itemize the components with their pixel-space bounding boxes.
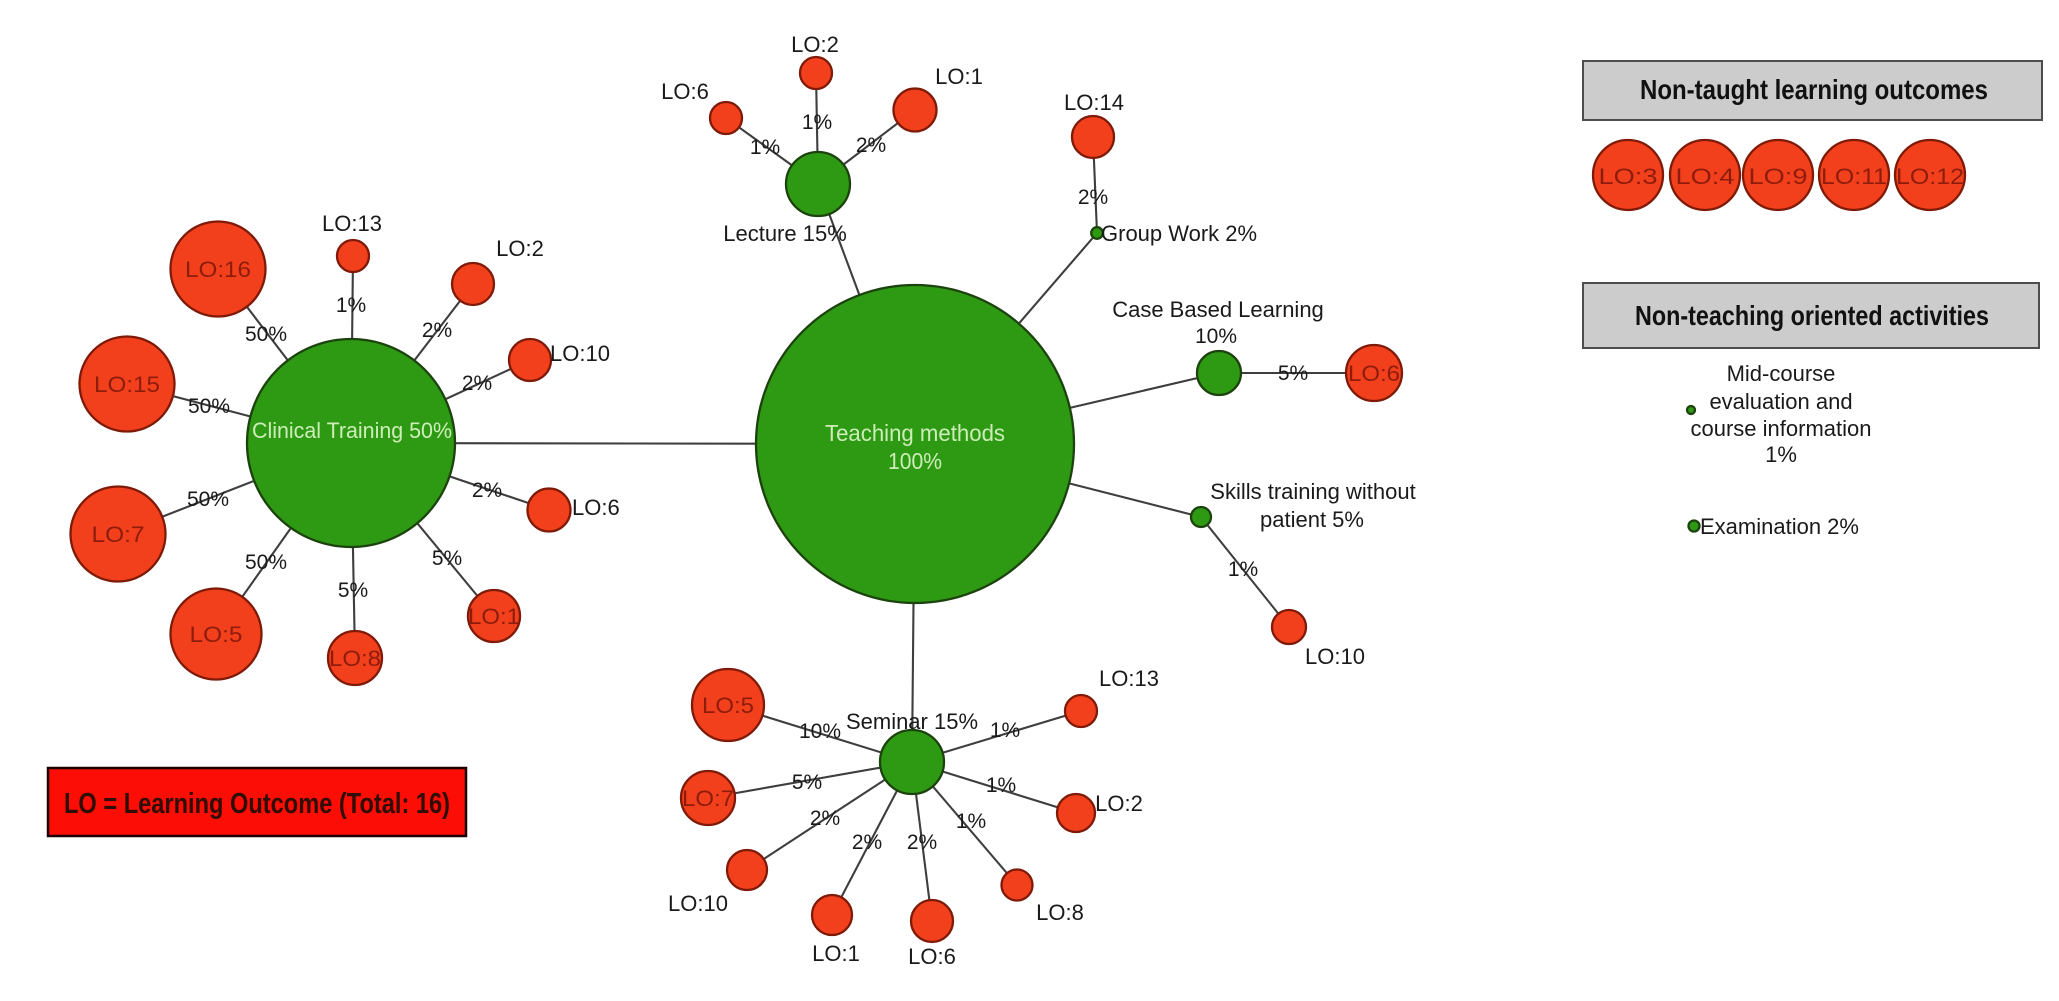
svg-text:LO:2: LO:2 xyxy=(1095,791,1143,816)
svg-text:LO:1: LO:1 xyxy=(812,941,860,966)
svg-text:1%: 1% xyxy=(336,294,366,317)
svg-text:LO:14: LO:14 xyxy=(1064,90,1124,115)
svg-text:LO:16: LO:16 xyxy=(185,257,251,282)
svg-text:2%: 2% xyxy=(810,807,840,830)
svg-text:LO:3: LO:3 xyxy=(1599,164,1658,189)
svg-text:2%: 2% xyxy=(1078,186,1108,209)
svg-text:LO:5: LO:5 xyxy=(190,622,243,647)
svg-text:2%: 2% xyxy=(422,319,452,342)
svg-text:50%: 50% xyxy=(187,488,229,511)
svg-text:10%: 10% xyxy=(1195,325,1237,348)
svg-text:Case Based Learning: Case Based Learning xyxy=(1112,297,1324,322)
svg-text:LO:7: LO:7 xyxy=(92,522,145,547)
svg-text:LO:10: LO:10 xyxy=(1305,644,1365,669)
svg-text:course information: course information xyxy=(1691,416,1872,441)
svg-text:patient 5%: patient 5% xyxy=(1260,507,1364,532)
svg-text:LO:8: LO:8 xyxy=(329,646,381,671)
svg-text:LO:2: LO:2 xyxy=(496,236,544,261)
svg-text:Skills training without: Skills training without xyxy=(1210,479,1415,504)
svg-text:Seminar 15%: Seminar 15% xyxy=(846,709,978,734)
svg-text:LO:10: LO:10 xyxy=(550,341,610,366)
svg-text:LO:4: LO:4 xyxy=(1676,164,1735,189)
svg-text:2%: 2% xyxy=(462,372,492,395)
svg-text:LO:6: LO:6 xyxy=(572,495,620,520)
svg-text:LO:11: LO:11 xyxy=(1821,164,1887,189)
svg-text:2%: 2% xyxy=(907,831,937,854)
svg-text:LO:6: LO:6 xyxy=(1348,361,1400,386)
svg-text:50%: 50% xyxy=(245,323,287,346)
svg-text:LO = Learning Outcome (Total:: LO = Learning Outcome (Total: 16) xyxy=(64,788,450,820)
svg-text:100%: 100% xyxy=(888,448,942,474)
svg-text:2%: 2% xyxy=(852,831,882,854)
svg-text:50%: 50% xyxy=(245,551,287,574)
svg-text:1%: 1% xyxy=(1765,442,1797,467)
svg-text:LO:5: LO:5 xyxy=(702,693,754,718)
svg-text:2%: 2% xyxy=(856,134,886,157)
svg-text:LO:6: LO:6 xyxy=(661,79,709,104)
svg-text:5%: 5% xyxy=(432,547,462,570)
svg-text:1%: 1% xyxy=(802,111,832,134)
svg-text:LO:2: LO:2 xyxy=(791,32,839,57)
svg-text:Lecture 15%: Lecture 15% xyxy=(723,221,847,246)
svg-text:1%: 1% xyxy=(986,774,1016,797)
svg-text:Examination 2%: Examination 2% xyxy=(1700,514,1859,539)
svg-text:5%: 5% xyxy=(792,771,822,794)
svg-text:LO:12: LO:12 xyxy=(1896,164,1964,189)
svg-text:LO:8: LO:8 xyxy=(1036,900,1084,925)
svg-text:Non-teaching oriented activiti: Non-teaching oriented activities xyxy=(1635,300,1989,331)
svg-text:Clinical Training 50%: Clinical Training 50% xyxy=(252,418,452,443)
svg-text:1%: 1% xyxy=(990,719,1020,742)
svg-text:LO:6: LO:6 xyxy=(908,944,956,969)
svg-text:LO:15: LO:15 xyxy=(94,372,160,397)
svg-text:Teaching methods: Teaching methods xyxy=(825,420,1005,446)
svg-text:5%: 5% xyxy=(1278,362,1308,385)
svg-text:LO:13: LO:13 xyxy=(322,211,382,236)
svg-text:2%: 2% xyxy=(472,479,502,502)
svg-text:Group Work 2%: Group Work 2% xyxy=(1101,221,1257,246)
svg-text:5%: 5% xyxy=(338,579,368,602)
svg-text:Mid-course: Mid-course xyxy=(1727,361,1836,386)
svg-text:evaluation and: evaluation and xyxy=(1709,389,1852,414)
svg-text:LO:13: LO:13 xyxy=(1099,666,1159,691)
svg-text:50%: 50% xyxy=(188,395,230,418)
svg-text:LO:7: LO:7 xyxy=(682,786,734,811)
svg-text:1%: 1% xyxy=(956,810,986,833)
svg-text:10%: 10% xyxy=(799,720,841,743)
svg-text:1%: 1% xyxy=(750,136,780,159)
svg-text:LO:9: LO:9 xyxy=(1749,164,1808,189)
svg-text:1%: 1% xyxy=(1228,558,1258,581)
svg-text:LO:1: LO:1 xyxy=(468,604,520,629)
svg-text:LO:10: LO:10 xyxy=(668,891,728,916)
svg-text:LO:1: LO:1 xyxy=(935,64,983,89)
svg-text:Non-taught learning outcomes: Non-taught learning outcomes xyxy=(1640,74,1988,105)
